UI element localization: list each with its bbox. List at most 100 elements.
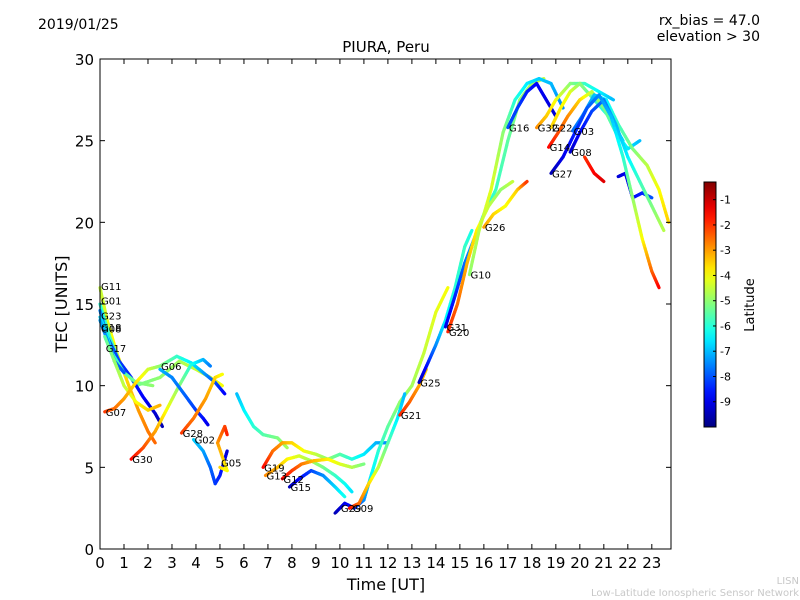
x-tick-label: 9: [311, 554, 321, 572]
trace-g15-segment: [342, 494, 347, 499]
series-label-g07: G07: [106, 408, 126, 419]
trace-g26: [482, 179, 529, 229]
x-tick-label: 13: [402, 554, 421, 572]
x-tick-label: 19: [546, 554, 565, 572]
trace-g27-segment: [656, 284, 661, 290]
elevation-label: elevation > 30: [656, 29, 760, 45]
colorbar-tick-label: -3: [720, 244, 731, 257]
x-tick-label: 8: [287, 554, 297, 572]
trace-extra-2: [583, 155, 606, 184]
footer-org-long: Low-Latitude Ionospheric Sensor Network: [591, 588, 799, 599]
series-label-g18: G18: [101, 323, 121, 334]
series-label-g08: G08: [101, 325, 121, 336]
trace-g16: [506, 81, 558, 130]
series-label-g31: G31: [446, 323, 466, 334]
series-label-g05: G05: [221, 458, 241, 469]
x-tick-label: 22: [618, 554, 637, 572]
trace-g26-segment: [524, 179, 529, 184]
series-label-g09: G09: [353, 504, 373, 515]
trace-g29: [333, 286, 450, 515]
x-tick-label: 11: [354, 554, 373, 572]
trace-extra-segment: [284, 445, 289, 450]
x-axis: 0 1 2 3 4 5 6 7 8 9 10 11 12 13 14 15 16 17 18 19 20 21 22 23: [95, 59, 661, 572]
trace-g32: [535, 81, 616, 130]
colorbar-tick-label: -2: [720, 219, 731, 232]
series-label-g27: G27: [552, 169, 572, 180]
trace-g11-segment: [152, 440, 157, 445]
series-label-g02: G02: [195, 436, 215, 447]
colorbar-tick-label: -4: [720, 269, 731, 282]
series-label-g32: G32: [538, 124, 558, 135]
colorbar: -9 -8 -7 -6 -5 -4 -3 -2 -1: [703, 181, 731, 428]
y-tick-label: 0: [84, 541, 94, 559]
y-axis-label: TEC [UNITS]: [52, 256, 71, 354]
trace-g07-segment: [222, 391, 227, 396]
x-tick-label: 20: [570, 554, 589, 572]
series-label-g20: G20: [449, 328, 469, 339]
trace-g14-segment: [637, 139, 642, 144]
y-tick-label: 15: [75, 296, 94, 314]
series-label-g23: G23: [101, 311, 121, 322]
series-label-g26: G26: [485, 223, 505, 234]
x-tick-label: 17: [498, 554, 517, 572]
x-tick-label: 3: [167, 554, 177, 572]
x-tick-label: 15: [450, 554, 469, 572]
trace-g20-segment: [509, 179, 515, 184]
y-tick-label: 25: [75, 133, 94, 151]
x-tick-label: 21: [594, 554, 613, 572]
series-label-g15: G15: [291, 483, 311, 494]
trace-g09-segment: [402, 392, 407, 398]
series-label-g06: G06: [161, 362, 181, 373]
trace-g14: [547, 90, 642, 151]
trace-g05: [215, 424, 229, 473]
y-tick-label: 20: [75, 214, 94, 232]
trace-g30-segment: [208, 363, 212, 368]
series-label-g08b: G08: [571, 148, 591, 159]
trace-g10: [467, 76, 565, 277]
series-label-g13: G13: [267, 472, 287, 483]
x-tick-label: 2: [143, 554, 153, 572]
series-label-g16: G16: [509, 124, 529, 135]
series-label-g10: G10: [470, 271, 490, 282]
trace-g02: [191, 437, 229, 486]
x-tick-label: 18: [522, 554, 541, 572]
trace-g25-segment: [469, 228, 474, 234]
trace-g30: [129, 357, 212, 461]
trace-g27: [549, 93, 661, 290]
y-axis: 0 5 10 15 20 25 30: [75, 51, 671, 559]
trace-g09: [347, 392, 407, 510]
colorbar-scale: [703, 181, 717, 428]
colorbar-tick-label: -9: [720, 396, 731, 409]
colorbar-tick-label: -5: [720, 295, 731, 308]
x-tick-label: 10: [330, 554, 349, 572]
y-tick-label: 5: [84, 459, 94, 477]
series-label-g22: G22: [552, 124, 572, 135]
trace-g08b-segment: [661, 226, 666, 233]
series-label-g11: G11: [101, 282, 121, 293]
x-tick-label: 0: [95, 554, 105, 572]
x-tick-label: 6: [239, 554, 249, 572]
series-label-g12: G12: [283, 475, 303, 486]
trace-g03-segment: [666, 217, 671, 224]
colorbar-tick-label: -1: [720, 194, 731, 207]
series-label-g30: G30: [132, 455, 152, 466]
series-label-g19: G19: [264, 463, 284, 474]
trace-g13-segment: [349, 489, 354, 494]
trace-g23-segment: [160, 423, 164, 429]
trace-g25: [417, 228, 474, 384]
series-label-g25: G25: [420, 378, 440, 389]
rx-bias-label: rx_bias = 47.0: [658, 13, 760, 29]
trace-g29-segment: [445, 286, 450, 292]
trace-extra-0: [235, 392, 289, 450]
date-label: 2019/01/25: [38, 17, 119, 33]
x-tick-label: 4: [191, 554, 201, 572]
trace-g20: [446, 179, 515, 334]
series-label-g03: G03: [574, 127, 594, 138]
series-label-g17: G17: [106, 344, 126, 355]
colorbar-tick-label: -8: [720, 370, 731, 383]
series-label-g01: G01: [101, 297, 121, 308]
series-label-g21: G21: [401, 411, 421, 422]
footer-org-short: LISN: [776, 576, 799, 587]
